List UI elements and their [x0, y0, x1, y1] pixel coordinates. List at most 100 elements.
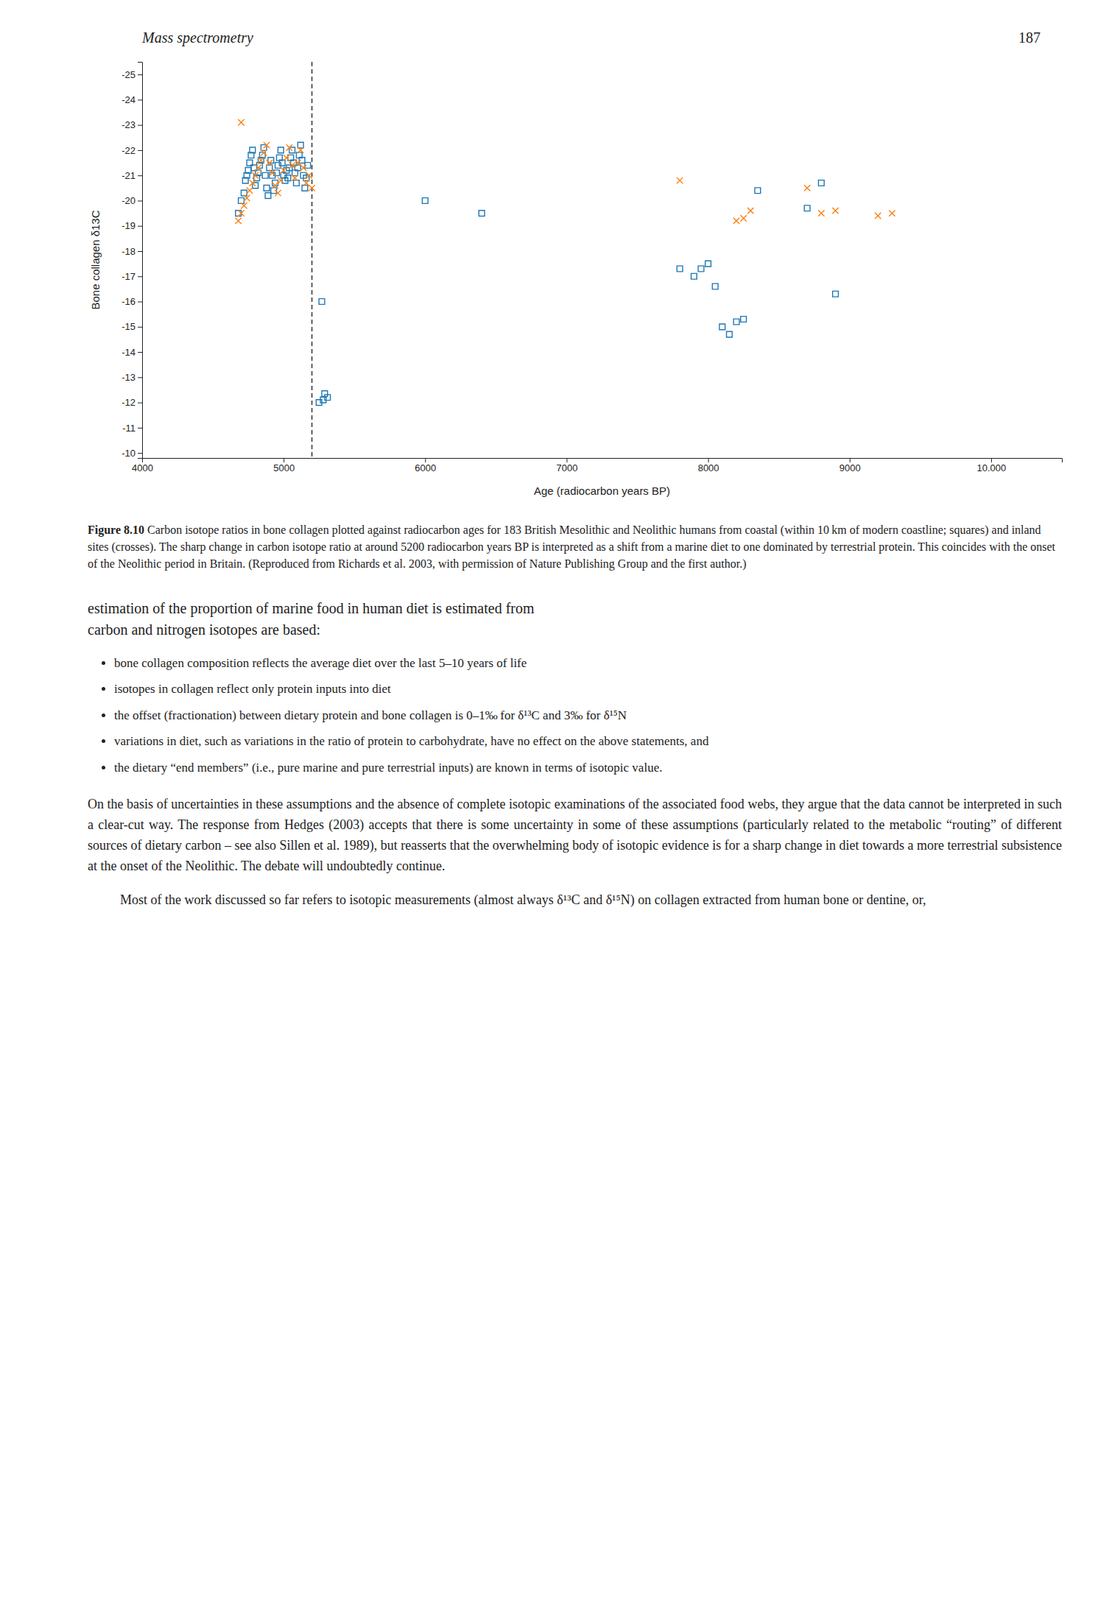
- point: [266, 159, 273, 166]
- point: [237, 119, 244, 126]
- tick: 4000: [131, 458, 154, 474]
- point: [804, 184, 811, 191]
- tick: 6000: [414, 458, 436, 474]
- bullet-point: the dietary “end members” (i.e., pure ma…: [114, 758, 1062, 778]
- point: [243, 195, 250, 202]
- point: [303, 179, 310, 186]
- point: [277, 147, 284, 154]
- point: [698, 265, 704, 272]
- point: [804, 205, 811, 212]
- point: [249, 179, 256, 186]
- point: [740, 316, 747, 323]
- point: [257, 156, 264, 163]
- point: [691, 273, 698, 280]
- point: [306, 172, 313, 179]
- tick-label: -21: [121, 170, 136, 182]
- tick-mark: [708, 458, 710, 463]
- tick: -14: [121, 346, 143, 358]
- bullet-list: bone collagen composition reflects the a…: [87, 653, 1062, 778]
- tick-label: -20: [121, 195, 136, 207]
- point: [676, 265, 683, 272]
- point: [263, 184, 270, 191]
- caption-label: Figure 8.10: [87, 523, 145, 537]
- reference-line: [311, 61, 313, 459]
- tick-mark: [849, 458, 851, 463]
- caption-text: Carbon isotope ratios in bone collagen p…: [87, 523, 1056, 570]
- tick-label: -22: [121, 145, 136, 157]
- tick-label: -18: [121, 245, 136, 257]
- point: [265, 192, 271, 199]
- point: [676, 177, 683, 184]
- tick: 8000: [698, 458, 720, 474]
- y-axis: -10-11-12-13-14-15-16-17-18-19-20-21-22-…: [121, 62, 143, 459]
- tick: -21: [121, 170, 143, 182]
- point: [234, 217, 241, 224]
- tick-mark: [137, 125, 143, 126]
- point: [740, 215, 746, 221]
- tick-label: -25: [121, 69, 136, 81]
- series: [234, 119, 895, 224]
- point: [289, 162, 296, 168]
- point: [832, 207, 839, 214]
- point: [284, 175, 291, 182]
- tick-label: -24: [121, 94, 136, 106]
- tick: -19: [121, 220, 143, 232]
- x-axis: 40005000600070008000900010.000: [131, 458, 1062, 474]
- tick-label: 4000: [131, 462, 154, 474]
- point: [308, 184, 315, 191]
- y-axis-title: Bone collagen δ13C: [89, 209, 102, 310]
- bullet-point: isotopes in collagen reflect only protei…: [114, 679, 1062, 699]
- tick: -16: [121, 296, 143, 308]
- caption: Figure 8.10 Carbon isotope ratios in bon…: [87, 521, 1062, 573]
- point: [277, 177, 284, 184]
- point: [286, 144, 293, 151]
- tick-label: 5000: [273, 462, 295, 474]
- tick: -17: [121, 270, 143, 283]
- point: [246, 187, 253, 194]
- point: [726, 331, 733, 338]
- point: [252, 172, 259, 179]
- tick-mark: [137, 175, 143, 176]
- point: [719, 324, 726, 330]
- tick: 5000: [273, 458, 295, 474]
- tick-mark: [137, 150, 143, 151]
- tick-mark: [137, 427, 143, 429]
- point: [297, 142, 304, 149]
- bullet-point: variations in diet, such as variations i…: [114, 731, 1062, 752]
- axis-line: [142, 458, 1063, 464]
- tick-label: -15: [121, 321, 136, 333]
- tick-mark: [137, 351, 143, 353]
- point: [291, 174, 298, 181]
- point: [279, 159, 285, 166]
- point: [301, 184, 308, 191]
- point: [294, 159, 301, 166]
- point: [818, 180, 825, 187]
- point: [300, 164, 307, 171]
- tick: -23: [121, 119, 143, 131]
- point: [754, 187, 761, 194]
- point: [321, 391, 328, 397]
- paragraph: On the basis of uncertainties in these a…: [87, 794, 1062, 878]
- tick-mark: [137, 452, 143, 454]
- point: [297, 147, 304, 154]
- tick-mark: [137, 402, 143, 404]
- tick-mark: [137, 377, 143, 378]
- tick: -24: [121, 94, 143, 106]
- tick-mark: [137, 200, 143, 202]
- point: [254, 164, 261, 171]
- tick: 10.000: [977, 458, 1007, 474]
- tick-label: -13: [121, 371, 136, 383]
- point: [747, 207, 754, 214]
- point: [249, 147, 256, 154]
- tick-label: 9000: [839, 462, 861, 474]
- tick-mark: [137, 276, 143, 277]
- point: [240, 202, 247, 209]
- tick-label: -17: [121, 270, 136, 283]
- tick-label: -14: [121, 346, 136, 358]
- point: [478, 210, 485, 217]
- tick-mark: [137, 326, 143, 328]
- tick-mark: [137, 99, 143, 101]
- tick-label: 8000: [698, 462, 720, 474]
- point: [262, 172, 269, 179]
- point: [237, 209, 244, 216]
